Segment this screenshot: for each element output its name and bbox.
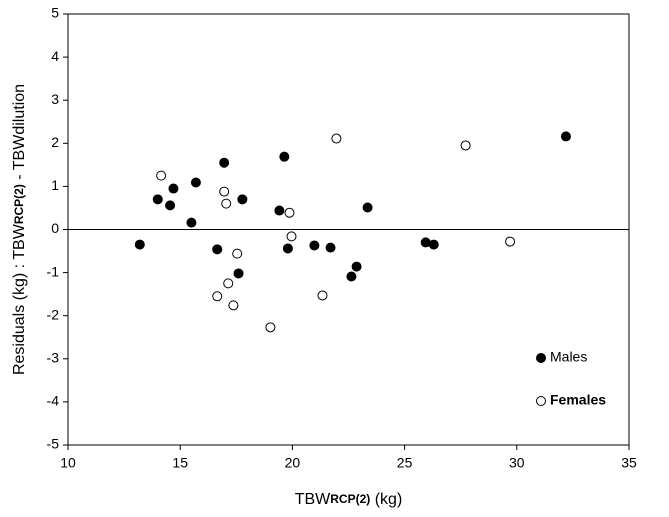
point — [219, 157, 230, 168]
point — [212, 291, 223, 302]
y-tick-label: -5 — [47, 436, 60, 452]
axis-title-part: TBW — [295, 491, 331, 508]
point — [212, 244, 223, 255]
point — [428, 239, 439, 250]
point — [152, 194, 163, 205]
legend-label: Males — [550, 349, 587, 365]
point — [156, 170, 167, 181]
point — [286, 231, 297, 242]
axis-title: Residuals (kg) : TBWRCP(2) - TBWdilution — [11, 84, 28, 375]
legend-marker — [536, 353, 546, 363]
axis-title: TBWRCP(2) (kg) — [295, 491, 403, 508]
point — [221, 198, 232, 209]
point — [362, 202, 373, 213]
point — [560, 131, 571, 142]
point — [265, 322, 276, 333]
x-tick-label: 35 — [621, 455, 637, 471]
point — [274, 205, 285, 216]
point — [331, 133, 342, 144]
point — [233, 268, 244, 279]
point — [309, 240, 320, 251]
axis-title-part: - TBWdilution — [11, 84, 28, 184]
y-tick-label: -4 — [47, 393, 60, 409]
axis-title-part: RCP(2) — [330, 492, 370, 506]
y-tick-label: -2 — [47, 306, 60, 322]
x-tick-label: 20 — [285, 455, 301, 471]
y-tick-label: 4 — [51, 48, 59, 64]
axis-title-part: (kg) — [370, 491, 402, 508]
x-tick-label: 30 — [509, 455, 525, 471]
y-tick-label: 1 — [51, 177, 59, 193]
axis-title-part: Residuals (kg) : TBW — [11, 223, 28, 375]
legend-label: Females — [550, 392, 606, 408]
point — [165, 200, 176, 211]
x-tick-label: 25 — [397, 455, 413, 471]
point — [237, 194, 248, 205]
axis-title-part: RCP(2) — [12, 184, 26, 224]
point — [325, 242, 336, 253]
y-tick-label: -3 — [47, 350, 60, 366]
point — [279, 151, 290, 162]
y-tick-label: 2 — [51, 134, 59, 150]
point — [284, 207, 295, 218]
x-tick-label: 10 — [60, 455, 76, 471]
point — [346, 271, 357, 282]
point — [460, 140, 471, 151]
legend-marker — [536, 396, 546, 406]
point — [420, 237, 431, 248]
y-tick-label: 0 — [51, 220, 59, 236]
y-tick-label: -1 — [47, 263, 60, 279]
point — [223, 278, 234, 289]
point — [351, 261, 362, 272]
point — [168, 183, 179, 194]
y-tick-label: 5 — [51, 5, 59, 21]
point — [134, 239, 145, 250]
point — [282, 243, 293, 254]
point — [190, 177, 201, 188]
point — [232, 248, 243, 259]
x-tick-label: 15 — [172, 455, 188, 471]
point — [505, 236, 516, 247]
point — [219, 186, 230, 197]
y-tick-label: 3 — [51, 91, 59, 107]
point — [228, 300, 239, 311]
point — [317, 290, 328, 301]
point — [186, 217, 197, 228]
